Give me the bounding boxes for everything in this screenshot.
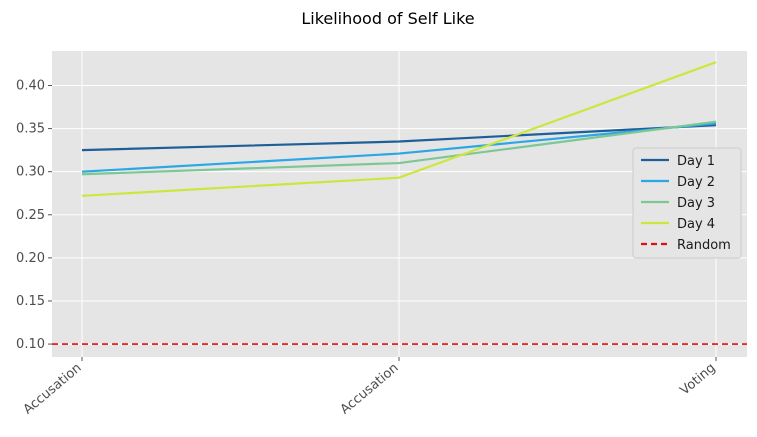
legend-label: Day 2 bbox=[677, 175, 715, 190]
legend: Day 1 Day 2 Day 3 Day 4 Random bbox=[632, 147, 742, 259]
chart-title: Likelihood of Self Like bbox=[301, 9, 474, 28]
y-tick-label: 0.40 bbox=[16, 78, 45, 93]
series-line-day-1 bbox=[81, 124, 717, 152]
y-tick-label: 0.35 bbox=[16, 122, 45, 137]
y-tick-label: 0.15 bbox=[16, 294, 45, 309]
series-line-day-4 bbox=[81, 61, 717, 197]
legend-label: Day 4 bbox=[677, 217, 715, 232]
y-tick-label: 0.30 bbox=[16, 165, 45, 180]
y-axis-ticks: 0.10 0.15 0.20 0.25 0.30 0.35 0.40 bbox=[16, 78, 52, 352]
x-tick-label: Accusation bbox=[21, 361, 85, 418]
legend-box bbox=[632, 147, 742, 259]
y-tick-label: 0.10 bbox=[16, 337, 45, 352]
x-tick-label: Accusation bbox=[338, 361, 402, 418]
legend-label: Day 1 bbox=[677, 154, 715, 169]
y-tick-label: 0.25 bbox=[16, 208, 45, 223]
legend-label: Random bbox=[677, 238, 731, 253]
x-axis-ticks: Accusation Accusation Voting bbox=[21, 357, 719, 418]
y-tick-label: 0.20 bbox=[16, 251, 45, 266]
series-lines bbox=[81, 61, 717, 197]
series-line-day-3 bbox=[81, 120, 717, 176]
x-tick-label: Voting bbox=[677, 361, 718, 399]
legend-label: Day 3 bbox=[677, 196, 715, 211]
series-line-day-2 bbox=[81, 122, 717, 173]
